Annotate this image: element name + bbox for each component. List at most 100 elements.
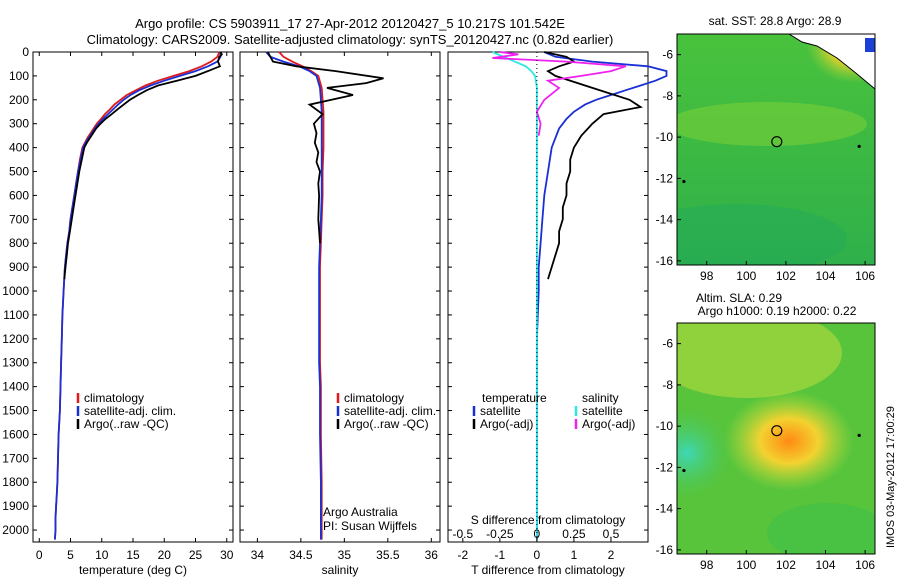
- temperature-xtick-label: 20: [158, 548, 172, 562]
- difference-legend-label: Argo(-adj): [582, 417, 635, 431]
- salinity-series-1: [265, 51, 323, 540]
- salinity-plot: 34 34.5 35 35.5 36: [240, 51, 440, 562]
- depth-tick-label: 100: [9, 69, 29, 83]
- depth-tick-label: 1000: [2, 284, 29, 298]
- temperature-xtick-label: 15: [126, 548, 140, 562]
- difference-xtick-label: 2: [608, 548, 615, 562]
- temperature-xtick-label: 10: [95, 548, 109, 562]
- sst-map-island: [682, 179, 686, 184]
- depth-tick-label: 800: [9, 236, 29, 250]
- sla-map-title-line2: Argo h1000: 0.19 h2000: 0.22: [698, 304, 857, 318]
- depth-tick-label: 1400: [2, 380, 29, 394]
- sst-map-title: sat. SST: 28.8 Argo: 28.9: [709, 14, 842, 28]
- salinity-panel: 34 34.5 35 35.5 36 salinity climatologysatel…: [239, 51, 441, 577]
- depth-tick-label: 1200: [2, 332, 29, 346]
- sla-map-xtick-label: 106: [855, 558, 875, 572]
- temperature-xtick-label: 30: [220, 548, 234, 562]
- depth-tick-label: 1800: [2, 475, 29, 489]
- depth-tick-label: 400: [9, 141, 29, 155]
- sla-map-field: [677, 323, 875, 554]
- difference-legend: temperature salinitysatelliteArgo(-adj)sa…: [472, 391, 635, 431]
- salinity-series-2: [267, 51, 384, 244]
- difference-series-0: [536, 51, 668, 540]
- difference-xtick-label: 0: [534, 548, 541, 562]
- salinity-xlabel: salinity: [322, 563, 359, 577]
- figure-title-line1: Argo profile: CS 5903911_17 27-Apr-2012 …: [135, 16, 565, 31]
- difference-t-xlabel: T difference from climatology: [471, 563, 625, 577]
- sst-map-xtick-label: 106: [855, 269, 875, 283]
- difference-legend-salinity-heading: salinity: [582, 391, 619, 405]
- depth-tick-label: 600: [9, 188, 29, 202]
- salinity-series-0: [278, 51, 325, 540]
- difference-s-xlabel: S difference from climatology: [471, 513, 626, 527]
- sst-map-ytick-label: -12: [656, 171, 674, 185]
- salinity-xtick-label: 36: [425, 548, 439, 562]
- temperature-xtick-label: 0: [36, 548, 43, 562]
- salinity-xtick-label: 35: [338, 548, 352, 562]
- difference-s-xtick-label: 0.5: [603, 527, 620, 541]
- difference-s-xtick-label: 0.25: [562, 527, 586, 541]
- temperature-series-0: [54, 51, 221, 540]
- temperature-xtick-label: 5: [67, 548, 74, 562]
- sla-map-axes: 98 100 102 104 106 -6 -8 -10 -12 -14 -16: [656, 337, 876, 572]
- temperature-panel: 0 5 10 15 20 25 30 temperature (deg C) climato…: [32, 51, 234, 577]
- difference-legend-label: satellite: [480, 404, 521, 418]
- sla-map-xtick-label: 100: [736, 558, 756, 572]
- sst-map-frame: [676, 33, 876, 266]
- sla-map-ytick-label: -16: [656, 543, 674, 557]
- sst-map-argo-marker: [771, 136, 783, 148]
- sst-map-coastline: [788, 34, 875, 90]
- depth-tick-label: 500: [9, 165, 29, 179]
- sst-map-ytick-label: -8: [662, 89, 673, 103]
- depth-tick-label: 200: [9, 93, 29, 107]
- salinity-xtick-label: 34.5: [289, 548, 313, 562]
- difference-legend-label: Argo(-adj): [480, 417, 533, 431]
- sla-map-frame: [676, 322, 876, 555]
- sst-map-axes: 98 100 102 104 106 -6 -8 -10 -12 -14 -16: [656, 48, 876, 283]
- annotation-argo-australia: Argo Australia: [323, 505, 398, 519]
- depth-tick-label: 1100: [3, 308, 29, 322]
- depth-tick-label: 700: [9, 212, 29, 226]
- sla-map-ytick-label: -12: [656, 460, 674, 474]
- sst-map-south-band: [677, 204, 847, 265]
- sla-map-panel: Altim. SLA: 0.29 Argo h1000: 0.19 h2000:…: [656, 291, 876, 572]
- salinity-legend-label: satellite-adj. clim.: [344, 404, 436, 418]
- difference-panel: -2 -1 0 1 2 -0.5 -0.25 0 0.25 0.5 S difference fr…: [447, 51, 668, 577]
- sst-map-xtick-label: 104: [815, 269, 835, 283]
- sla-map-argo-marker: [771, 425, 783, 437]
- sla-map-island: [682, 468, 686, 473]
- figure-title-line2: Climatology: CARS2009. Satellite-adjuste…: [87, 32, 614, 47]
- sst-map-island: [857, 144, 861, 149]
- sla-map-xtick-label: 104: [815, 558, 835, 572]
- sla-map-title-line1: Altim. SLA: 0.29: [696, 291, 782, 305]
- imos-timestamp: IMOS 03-May-2012 17:00:29: [885, 406, 897, 548]
- temperature-legend-label: climatology: [84, 391, 144, 405]
- sla-map-hot-anomaly: [724, 391, 854, 491]
- difference-legend-label: satellite: [582, 404, 623, 418]
- temperature-plot: 0 5 10 15 20 25 30: [33, 51, 234, 562]
- salinity-legend-label: Argo(..raw -QC): [344, 417, 429, 431]
- sst-map-ytick-label: -14: [656, 213, 674, 227]
- difference-axes-frame: [447, 51, 649, 543]
- depth-tick-label: 1600: [2, 427, 29, 441]
- sst-map-xtick-label: 100: [736, 269, 756, 283]
- depth-tick-label: 0: [22, 45, 29, 59]
- sst-map-corner-mark: [865, 38, 875, 52]
- temperature-xlabel: temperature (deg C): [79, 563, 187, 577]
- sst-map-ytick-label: -10: [656, 130, 674, 144]
- difference-series-3: [492, 51, 627, 136]
- sst-map-mid-band: [677, 102, 867, 146]
- difference-xtick-label: 1: [571, 548, 578, 562]
- sla-map-ytick-label: -14: [656, 502, 674, 516]
- sst-map-ytick-label: -6: [662, 48, 673, 62]
- depth-tick-label: 1300: [2, 356, 29, 370]
- sla-map-xtick-label: 98: [700, 558, 714, 572]
- sst-map-ytick-label: -16: [656, 254, 674, 268]
- difference-xtick-label: -2: [457, 548, 468, 562]
- sst-map-xtick-label: 98: [700, 269, 714, 283]
- temperature-xtick-label: 25: [189, 548, 203, 562]
- sla-map-north-warm: [677, 323, 842, 398]
- salinity-legend-label: climatology: [344, 391, 404, 405]
- depth-tick-label: 2000: [2, 523, 29, 537]
